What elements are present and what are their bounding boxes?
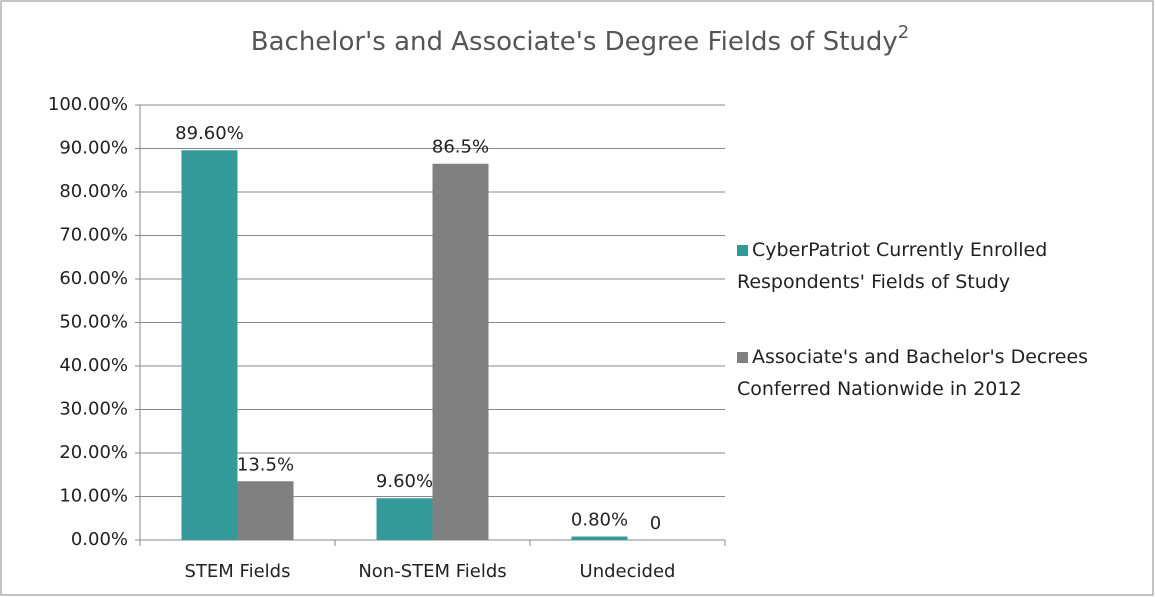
value-label: 89.60%	[175, 123, 244, 144]
y-tick-label: 10.00%	[59, 486, 128, 507]
bar	[376, 498, 433, 540]
legend-label: Associate's and Bachelor's Decrees Confe…	[737, 346, 1089, 400]
chart-title-text: Bachelor's and Associate's Degree Fields…	[251, 27, 898, 57]
y-tick-label: 40.00%	[59, 355, 128, 376]
y-tick-label: 50.00%	[59, 312, 128, 333]
legend-swatch	[737, 245, 748, 256]
y-tick-label: 70.00%	[59, 225, 128, 246]
value-label: 0.80%	[571, 510, 628, 531]
value-label: 13.5%	[237, 454, 294, 475]
legend-item: CyberPatriot Currently Enrolled Responde…	[737, 234, 1127, 298]
legend-item: Associate's and Bachelor's Decrees Confe…	[737, 341, 1127, 405]
x-tick-label: Undecided	[580, 561, 676, 582]
bar	[181, 150, 238, 541]
value-label: 86.5%	[432, 137, 489, 158]
legend-swatch	[737, 352, 748, 363]
y-tick-label: 0.00%	[71, 529, 128, 550]
bar	[571, 536, 628, 540]
x-tick-label: Non-STEM Fields	[358, 561, 506, 582]
legend-label: CyberPatriot Currently Enrolled Responde…	[737, 239, 1048, 293]
y-tick-label: 90.00%	[59, 138, 128, 159]
value-label: 9.60%	[376, 471, 433, 492]
value-label: 0	[650, 513, 661, 534]
y-tick-label: 60.00%	[59, 268, 128, 289]
y-tick-label: 30.00%	[59, 399, 128, 420]
chart-title: Bachelor's and Associate's Degree Fields…	[251, 22, 909, 57]
bar	[432, 163, 489, 540]
y-tick-label: 80.00%	[59, 181, 128, 202]
y-tick-label: 100.00%	[48, 94, 128, 115]
y-tick-label: 20.00%	[59, 442, 128, 463]
chart-title-note: 2	[898, 22, 909, 43]
bar	[237, 481, 294, 540]
x-tick-label: STEM Fields	[185, 561, 291, 582]
